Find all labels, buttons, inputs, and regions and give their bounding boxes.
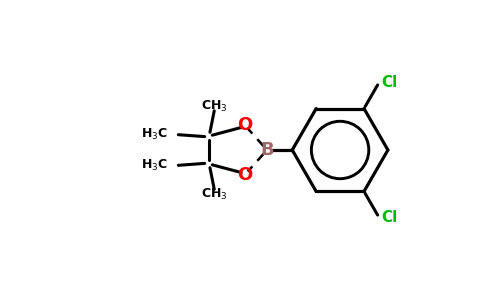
Text: Cl: Cl — [381, 75, 397, 90]
Text: H$_3$C: H$_3$C — [141, 158, 168, 173]
Text: O: O — [237, 116, 252, 134]
Text: B: B — [260, 141, 274, 159]
Text: H$_3$C: H$_3$C — [141, 127, 168, 142]
Text: CH$_3$: CH$_3$ — [201, 98, 227, 113]
Text: CH$_3$: CH$_3$ — [201, 187, 227, 202]
Text: O: O — [237, 166, 252, 184]
Text: Cl: Cl — [381, 210, 397, 225]
